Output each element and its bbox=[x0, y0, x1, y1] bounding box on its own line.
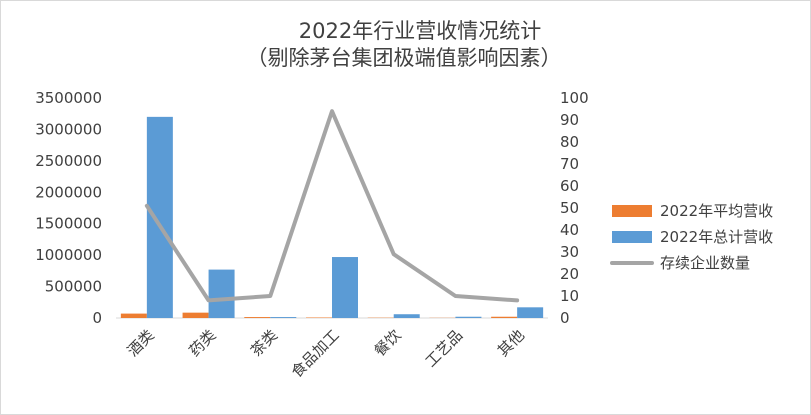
y-right-tick-label: 90 bbox=[560, 111, 579, 129]
y-right-tick-label: 30 bbox=[560, 243, 579, 261]
bars-layer bbox=[120, 116, 544, 318]
y-right-tick-label: 10 bbox=[560, 287, 579, 305]
bar-average-revenue bbox=[182, 312, 209, 318]
category-label: 茶类 bbox=[247, 326, 281, 360]
legend-swatch bbox=[612, 205, 652, 217]
category-label: 其他 bbox=[494, 326, 528, 360]
bar-average-revenue bbox=[306, 317, 332, 318]
y-left-tick-label: 3000000 bbox=[35, 120, 102, 138]
line-point bbox=[392, 252, 396, 256]
bar-total-revenue bbox=[146, 116, 173, 318]
category-label: 酒类 bbox=[124, 326, 158, 360]
y-left-tick-label: 2000000 bbox=[35, 183, 102, 201]
y-right-tick-label: 50 bbox=[560, 199, 579, 217]
category-label: 工艺品 bbox=[422, 326, 467, 371]
y-right-tick-label: 70 bbox=[560, 155, 579, 173]
line-point bbox=[145, 204, 149, 208]
y-left-tick-label: 0 bbox=[92, 309, 102, 327]
line-point bbox=[268, 294, 272, 298]
bar-average-revenue bbox=[244, 317, 271, 318]
bar-total-revenue bbox=[517, 307, 544, 318]
bar-total-revenue bbox=[455, 316, 482, 318]
y-right-tick-label: 60 bbox=[560, 177, 579, 195]
legend-label: 2022年总计营收 bbox=[660, 228, 773, 246]
y-left-tick-label: 3500000 bbox=[35, 89, 102, 107]
category-label: 药类 bbox=[185, 326, 219, 360]
y-right-tick-label: 100 bbox=[560, 89, 589, 107]
y-right-tick-label: 40 bbox=[560, 221, 579, 239]
chart-title: 2022年行业营收情况统计 bbox=[299, 19, 541, 43]
bar-average-revenue bbox=[491, 316, 518, 318]
y-right-tick-label: 80 bbox=[560, 133, 579, 151]
y-left-tick-label: 1000000 bbox=[35, 246, 102, 264]
y-right-tick-label: 0 bbox=[560, 309, 570, 327]
bar-total-revenue bbox=[393, 314, 420, 318]
legend-label: 存续企业数量 bbox=[660, 254, 750, 272]
y-left-tick-label: 2500000 bbox=[35, 152, 102, 170]
bar-total-revenue bbox=[270, 317, 297, 318]
category-label: 食品加工 bbox=[288, 326, 343, 381]
bar-total-revenue bbox=[208, 269, 235, 318]
bar-total-revenue bbox=[332, 257, 358, 318]
y-left-tick-label: 1500000 bbox=[35, 215, 102, 233]
line-point bbox=[515, 298, 519, 302]
line-point bbox=[453, 294, 457, 298]
bar-average-revenue bbox=[120, 313, 147, 318]
y-right-tick-label: 20 bbox=[560, 265, 579, 283]
chart-subtitle: （剔除茅台集团极端值影响因素） bbox=[247, 46, 562, 70]
y-left-tick-label: 500000 bbox=[45, 278, 102, 296]
legend-label: 2022年平均营收 bbox=[660, 202, 773, 220]
legend-swatch bbox=[612, 231, 652, 243]
line-point bbox=[330, 109, 334, 113]
line-layer bbox=[144, 109, 520, 303]
axes-layer: 0 500000 1000000 1500000 2000000 2500000 30000… bbox=[35, 89, 588, 327]
labels-layer: 酒类 药类 茶类 食品加工 餐饮 工艺品 其他 bbox=[124, 326, 528, 381]
category-label: 餐饮 bbox=[371, 326, 405, 360]
line-point bbox=[207, 298, 211, 302]
